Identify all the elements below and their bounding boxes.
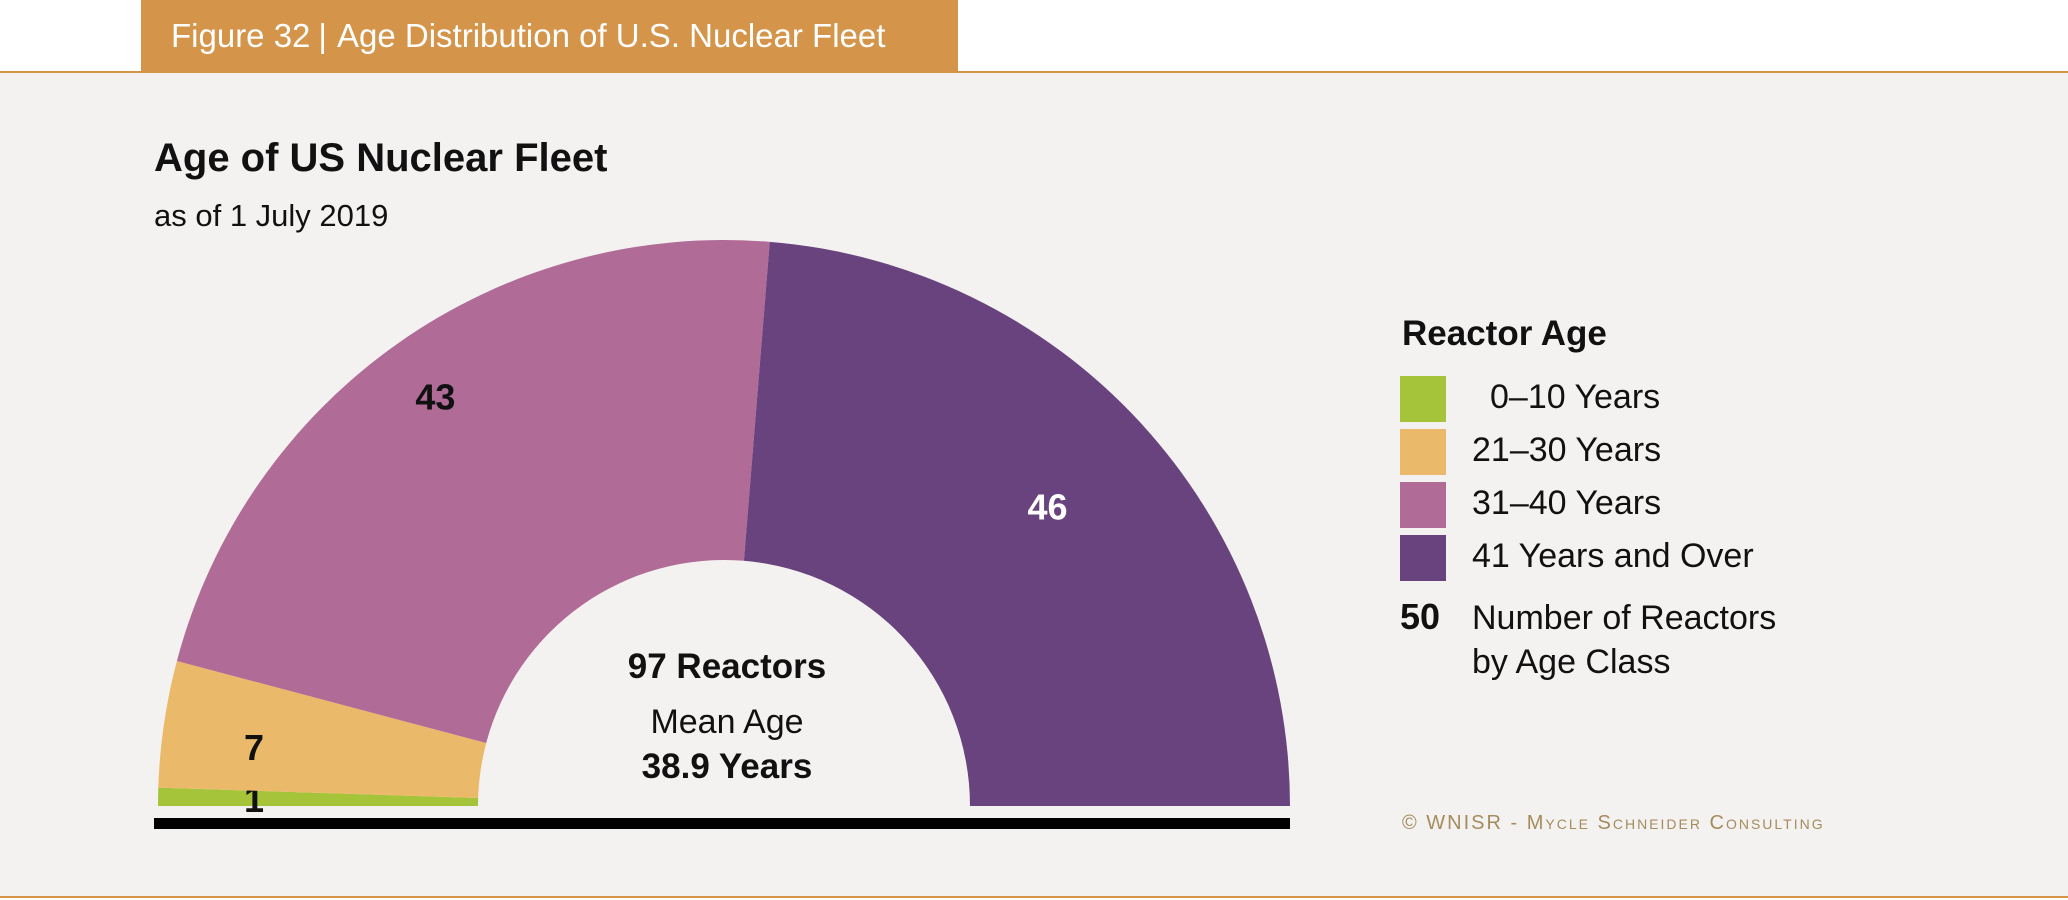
- legend-swatch-orange: [1400, 429, 1446, 475]
- segment-41-years-and-over: [743, 241, 1290, 807]
- legend-label: 41 Years and Over: [1472, 537, 1754, 575]
- figure-header: Figure 32 | Age Distribution of U.S. Nucle…: [141, 0, 958, 71]
- chart-baseline: [154, 818, 1290, 829]
- figure-separator: |: [318, 17, 327, 54]
- legend-number-line1: Number of Reactors: [1472, 599, 1777, 637]
- segment-0-10-years: [158, 787, 479, 806]
- legend-label: 31–40 Years: [1472, 484, 1662, 522]
- chart-subtitle: as of 1 July 2019: [154, 198, 389, 233]
- legend-label: 0–10 Years: [1490, 378, 1661, 416]
- figure-title: Age Distribution of U.S. Nuclear Fleet: [337, 17, 886, 54]
- segment-value-label: 43: [415, 377, 455, 418]
- center-total: 97 Reactors: [628, 647, 826, 686]
- segment-value-label: 46: [1027, 487, 1067, 528]
- legend-number-example: 50: [1400, 596, 1441, 637]
- legend-label: 21–30 Years: [1472, 431, 1662, 469]
- center-mean-label: Mean Age: [650, 703, 803, 741]
- legend-swatch-pink: [1400, 482, 1446, 528]
- segment-21-30-years: [158, 660, 487, 799]
- legend-number-line2: by Age Class: [1472, 643, 1671, 681]
- legend-title: Reactor Age: [1402, 314, 1607, 353]
- segment-value-label: 7: [244, 727, 264, 768]
- legend-number-description: Number of Reactors by Age Class: [1472, 596, 1832, 684]
- segment-31-40-years: [176, 239, 770, 743]
- copyright-credit: © WNISR - Mycle Schneider Consulting: [1402, 812, 1825, 834]
- legend-swatch-green: [1400, 376, 1446, 422]
- figure-label: Figure 32: [171, 17, 311, 54]
- chart-title: Age of US Nuclear Fleet: [154, 136, 608, 180]
- legend-swatch-purple: [1400, 535, 1446, 581]
- center-mean-value: 38.9 Years: [642, 747, 813, 786]
